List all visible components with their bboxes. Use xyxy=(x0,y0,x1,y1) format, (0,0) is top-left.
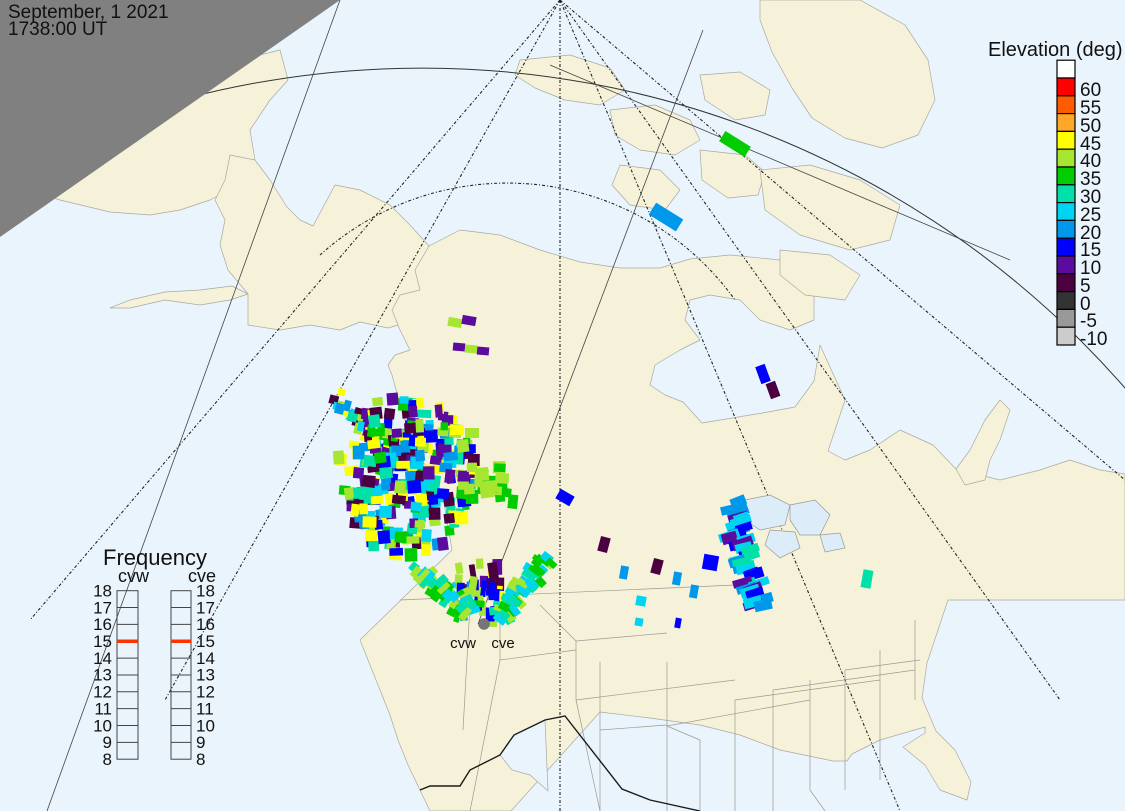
svg-text:-10: -10 xyxy=(1080,329,1107,350)
svg-text:1738:00 UT: 1738:00 UT xyxy=(8,19,108,40)
svg-text:8: 8 xyxy=(196,750,205,769)
svg-text:8: 8 xyxy=(103,750,112,769)
svg-text:cve: cve xyxy=(491,635,514,652)
svg-text:cvw: cvw xyxy=(450,635,476,652)
svg-text:Elevation (deg): Elevation (deg) xyxy=(988,39,1123,61)
svg-text:cvw: cvw xyxy=(118,566,150,586)
